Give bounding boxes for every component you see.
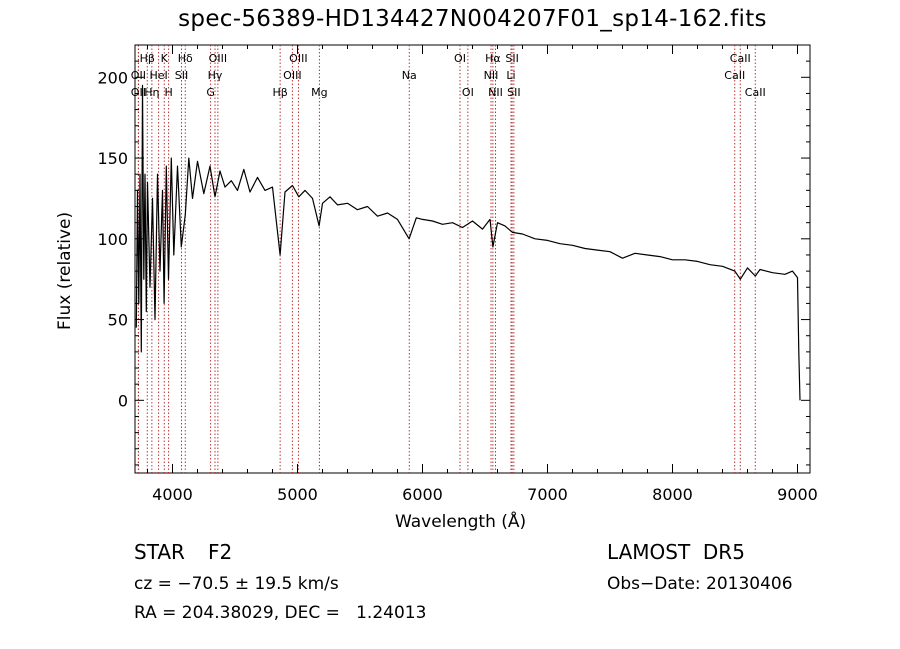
x-tick-label-1: 5000 [277,485,318,504]
line-label-1: OII [131,69,146,82]
line-label-24: SII [507,86,520,99]
chart-title: spec-56389-HD134427N004207F01_sp14-162.f… [178,6,767,32]
y-tick-label-4: 200 [97,68,128,87]
line-label-8: SII [175,69,188,82]
x-tick-label-0: 4000 [152,485,193,504]
object-subclass: F2 [208,540,233,564]
survey-label: LAMOST DR5 [607,540,745,564]
line-label-12: Hβ [272,86,287,99]
line-label-10: Hγ [208,69,223,82]
y-tick-label-3: 150 [97,149,128,168]
line-label-11: G [206,86,215,99]
line-label-14: OIII [283,69,301,82]
y-axis: 0 50 100 150 200 [97,44,810,466]
line-label-18: OI [462,86,474,99]
line-label-3: HeI [149,69,167,82]
spectrum-series-0 [135,84,801,401]
line-label-15: Mg [311,86,327,99]
line-label-5: Hη [144,86,159,99]
line-label-21: NII [488,86,503,99]
y-axis-label: Flux (relative) [55,211,75,330]
line-label-19: Hα [485,52,501,65]
x-tick-label-4: 8000 [652,485,693,504]
line-label-0: Hβ [140,52,155,65]
line-label-4: K [161,52,169,65]
line-label-17: OI [454,52,466,65]
y-tick-label-1: 50 [108,311,128,330]
line-label-9: OIII [209,52,227,65]
x-tick-label-2: 6000 [402,485,443,504]
line-label-6: H [164,86,172,99]
plot-frame [134,44,811,474]
coordinates: RA = 204.38029, DEC = 1.24013 [134,603,427,623]
line-label-25: CaII [730,52,751,65]
line-label-16: Na [402,69,417,82]
y-tick-label-0: 0 [118,391,128,410]
line-label-13: OIII [289,52,307,65]
observation-date: Obs−Date: 20130406 [607,574,793,594]
line-label-23: Li [506,69,515,82]
line-label-22: SII [505,52,518,65]
line-label-26: CaII [724,69,745,82]
line-label-20: NII [484,69,499,82]
x-axis: 4000 5000 6000 7000 8000 9000 [147,45,818,504]
x-tick-label-5: 9000 [777,485,818,504]
redshift-velocity: cz = −70.5 ± 19.5 km/s [134,574,339,594]
y-tick-label-2: 100 [97,230,128,249]
line-label-7: Hδ [178,52,193,65]
object-class: STAR [134,540,185,564]
x-tick-label-3: 7000 [527,485,568,504]
line-label-27: CaII [745,86,766,99]
spectral-line-markers [137,45,756,473]
series-group [135,84,801,401]
x-axis-label: Wavelength (Å) [395,512,527,532]
